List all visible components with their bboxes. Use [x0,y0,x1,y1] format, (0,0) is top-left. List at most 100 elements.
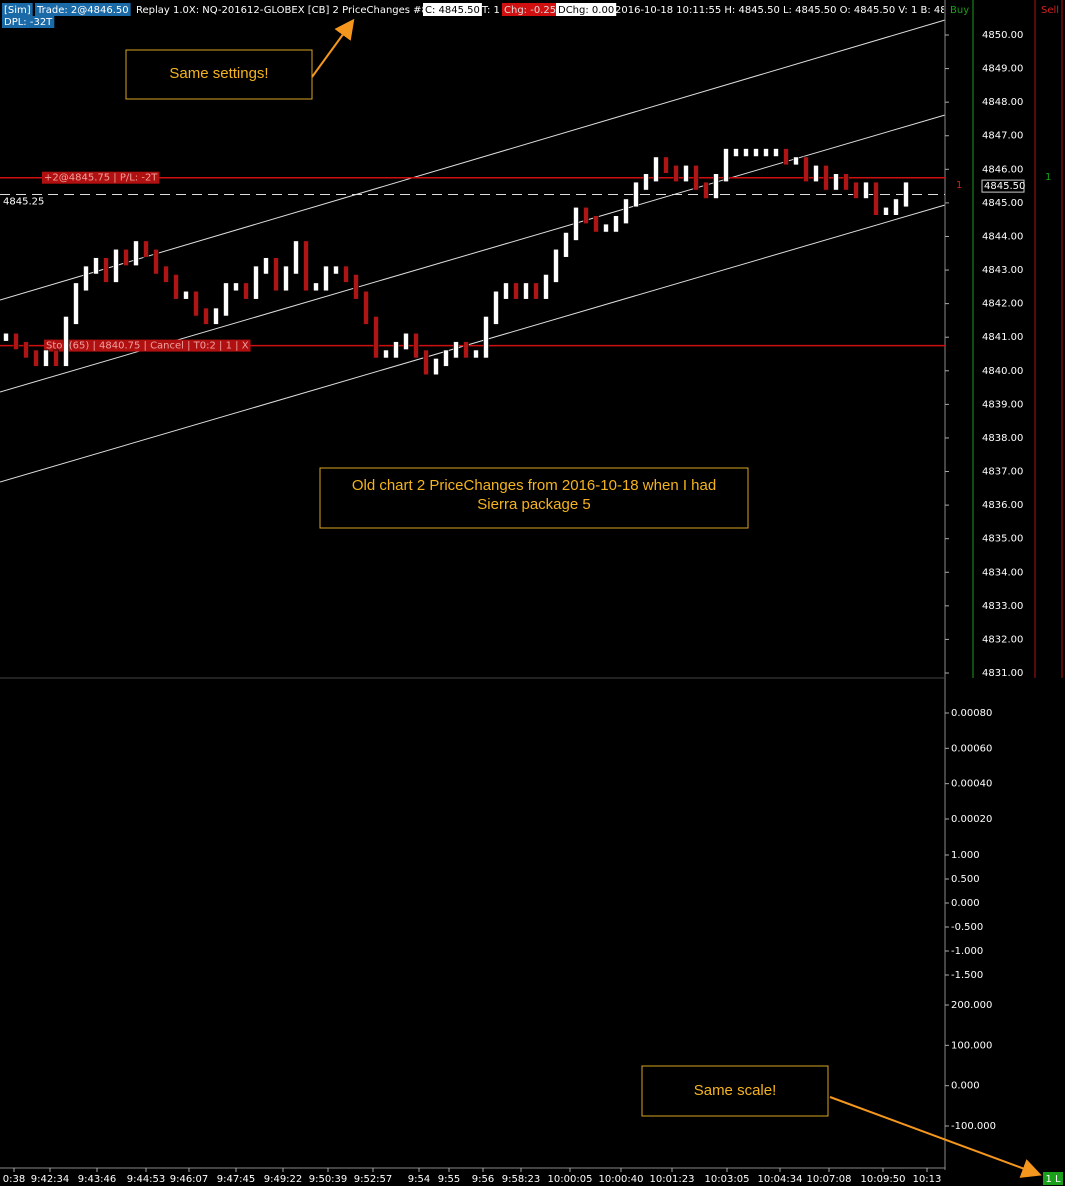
y-tick-label: 4847.00 [982,131,1023,142]
bar [823,165,829,191]
bar [263,257,269,275]
y-tick-label: -0.500 [951,922,983,933]
x-tick-label: 10:00:05 [548,1174,593,1185]
annotation: Old chart 2 PriceChanges from 2016-10-18… [351,477,717,513]
y-tick-label: -100.000 [951,1121,996,1132]
bar [533,282,539,300]
y-tick-label: 0.00060 [951,743,992,754]
annotation-wrap: Old chart 2 PriceChanges from 2016-10-18… [351,477,717,513]
bar [423,349,429,376]
y-tick-label: 4839.00 [982,399,1023,410]
bar [543,274,549,300]
bar [513,282,519,300]
bar [153,248,159,275]
x-tick-label: 10:00:40 [599,1174,644,1185]
bar [733,148,739,157]
header-segment: DChg: 0.00 [558,5,614,16]
bar [613,215,619,233]
header-segment: 2016-10-18 10:11:55 H: 4845.50 L: 4845.5… [615,5,975,16]
header-segment-bg [423,3,482,16]
y-tick-label: 100.000 [951,1040,992,1051]
x-tick-label: 9:46:07 [170,1174,209,1185]
y-tick-label: 4843.00 [982,265,1023,276]
y-tick-label: 4844.00 [982,231,1023,242]
y-tick-label: 4835.00 [982,534,1023,545]
x-tick-label: 9:50:39 [309,1174,348,1185]
bar [123,248,129,266]
bar [663,156,669,174]
bar [573,206,579,241]
y-tick-label: 4840.00 [982,366,1023,377]
x-tick-label: 10:13 [913,1174,942,1185]
bar [213,307,219,325]
header-segment-bg [556,3,617,16]
bar [653,156,659,183]
bar [723,148,729,183]
bar [683,165,689,183]
bar [783,148,789,166]
bar [223,282,229,317]
bar [693,165,699,191]
bar [73,282,79,325]
sell-qty: 1 [1045,172,1051,183]
y-tick-label: 4849.00 [982,64,1023,75]
bar [83,265,89,292]
status-box [1043,1172,1063,1185]
bar [443,349,449,367]
status: 1 L [1045,1174,1061,1185]
bar [303,240,309,292]
bar [493,290,499,325]
x-tick-label: 9:44:53 [127,1174,166,1185]
x-tick-label: 10:07:08 [807,1174,852,1185]
dpl: DPL: -32T [4,17,53,28]
annotation-box [319,467,749,529]
bar [433,358,439,376]
buy-qty: 1 [956,180,962,191]
y-tick-label: -1.000 [951,946,983,957]
x-tick-label: 10:03:05 [705,1174,750,1185]
bar [643,173,649,191]
y-tick-label: 4831.00 [982,668,1023,679]
bar [283,265,289,292]
bar [753,148,759,157]
bar [473,349,479,359]
bar [413,332,419,359]
bar [503,282,509,300]
y-tick-label: 0.500 [951,874,980,885]
bar [623,198,629,224]
order-label: Stop(65) | 4840.75 | Cancel | T0:2 | 1 |… [46,341,249,352]
arrow [311,18,355,78]
y-tick-label: 4833.00 [982,601,1023,612]
bar [13,332,19,350]
header-segment: T: 1 [481,5,500,16]
y-tick-label: 1.000 [951,850,980,861]
bar [563,232,569,258]
x-tick-label: 10:09:50 [861,1174,906,1185]
bar [453,341,459,359]
last-price-box [981,179,1025,193]
bar [243,282,249,300]
bar [353,274,359,300]
order-label-bg [42,171,160,184]
y-tick-label: 200.000 [951,1000,992,1011]
sell-header: Sell [1041,5,1059,16]
last-price: 4845.50 [984,181,1025,192]
x-tick-label: 9:49:22 [264,1174,303,1185]
bar [43,349,49,367]
bar [773,148,779,157]
bar [183,290,189,300]
bar [463,341,469,359]
bar [803,156,809,183]
bar [553,248,559,283]
x-tick-label: 9:54 [408,1174,430,1185]
annotation: Same settings! [169,65,268,82]
bar [23,341,29,359]
header-segment: Trade: 2@4846.50 [36,5,129,16]
bar [883,206,889,216]
header-segment-bg [502,3,559,16]
bar [173,274,179,300]
y-tick-label: 0.00040 [951,779,992,790]
bar [3,332,9,342]
